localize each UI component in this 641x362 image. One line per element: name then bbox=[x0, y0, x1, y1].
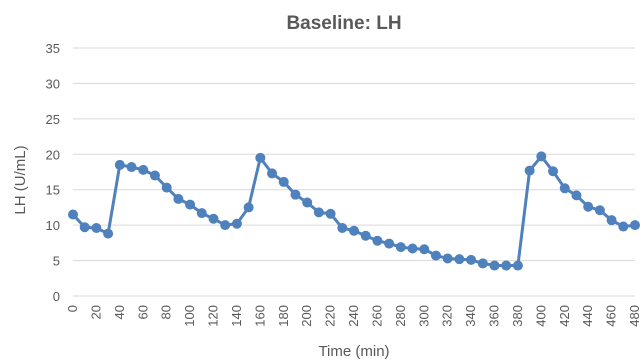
y-tick-label: 30 bbox=[46, 76, 60, 91]
x-tick-label: 340 bbox=[463, 305, 478, 327]
data-point bbox=[618, 221, 629, 232]
data-point bbox=[630, 220, 640, 231]
data-point bbox=[255, 152, 266, 163]
data-point bbox=[173, 193, 184, 204]
data-point bbox=[501, 260, 512, 271]
data-point bbox=[68, 209, 78, 220]
data-point bbox=[313, 207, 324, 218]
x-tick-label: 180 bbox=[276, 305, 291, 327]
y-tick-label: 0 bbox=[53, 289, 60, 304]
data-point bbox=[278, 176, 289, 187]
data-point bbox=[430, 250, 441, 261]
data-point bbox=[161, 182, 172, 193]
data-point bbox=[290, 189, 301, 200]
y-tick-label: 15 bbox=[46, 183, 60, 198]
x-tick-label: 40 bbox=[112, 305, 127, 319]
x-axis-label: Time (min) bbox=[318, 343, 389, 360]
data-point bbox=[594, 205, 605, 216]
x-tick-label: 80 bbox=[159, 305, 174, 319]
data-point bbox=[208, 213, 219, 224]
x-tick-label: 260 bbox=[369, 305, 384, 327]
y-tick-label: 10 bbox=[46, 218, 60, 233]
data-point bbox=[91, 222, 102, 233]
data-point bbox=[103, 228, 114, 239]
data-point bbox=[419, 244, 430, 255]
x-tick-label: 140 bbox=[229, 305, 244, 327]
data-point bbox=[548, 166, 559, 177]
data-point bbox=[220, 220, 231, 231]
x-tick-label: 220 bbox=[323, 305, 338, 327]
data-point bbox=[243, 202, 254, 213]
data-point bbox=[384, 238, 395, 249]
data-point bbox=[372, 235, 383, 246]
x-tick-label: 440 bbox=[580, 305, 595, 327]
data-point bbox=[360, 230, 371, 241]
data-point bbox=[442, 253, 453, 264]
y-axis-label: LH (U/mL) bbox=[12, 145, 29, 214]
x-tick-label: 420 bbox=[557, 305, 572, 327]
x-tick-label: 20 bbox=[88, 305, 103, 319]
data-point bbox=[149, 170, 160, 181]
x-axis-tick-labels: 0 20 40 60 80 100 120 140 160 180 200 220 240 260 280 3… bbox=[65, 305, 641, 327]
y-axis-tick-labels: 0 5 10 15 20 25 30 35 bbox=[46, 41, 60, 304]
data-point bbox=[138, 164, 149, 175]
data-point bbox=[185, 199, 196, 210]
chart-title: Baseline: LH bbox=[286, 13, 401, 34]
data-point bbox=[489, 260, 500, 271]
data-point bbox=[536, 151, 547, 162]
data-point bbox=[524, 165, 535, 176]
data-point bbox=[477, 258, 488, 269]
data-point bbox=[466, 254, 477, 265]
x-tick-label: 160 bbox=[252, 305, 267, 327]
y-tick-label: 25 bbox=[46, 112, 60, 127]
x-tick-label: 120 bbox=[206, 305, 221, 327]
x-tick-label: 280 bbox=[393, 305, 408, 327]
data-point bbox=[267, 168, 278, 179]
data-point bbox=[395, 242, 406, 253]
x-tick-label: 240 bbox=[346, 305, 361, 327]
data-point bbox=[325, 208, 336, 219]
data-point bbox=[454, 254, 465, 265]
data-point bbox=[583, 201, 594, 212]
x-tick-label: 200 bbox=[299, 305, 314, 327]
data-point bbox=[126, 162, 137, 173]
x-tick-label: 380 bbox=[510, 305, 525, 327]
x-tick-label: 480 bbox=[627, 305, 641, 327]
data-point bbox=[337, 222, 348, 233]
x-tick-label: 300 bbox=[416, 305, 431, 327]
x-tick-label: 400 bbox=[533, 305, 548, 327]
x-tick-label: 320 bbox=[440, 305, 455, 327]
data-point bbox=[571, 190, 582, 201]
data-point bbox=[231, 218, 242, 229]
x-tick-label: 460 bbox=[604, 305, 619, 327]
x-tick-label: 100 bbox=[182, 305, 197, 327]
series-lh bbox=[68, 151, 640, 271]
data-point bbox=[196, 208, 207, 219]
data-point bbox=[407, 243, 418, 254]
data-point bbox=[349, 225, 359, 236]
data-point bbox=[559, 183, 570, 194]
data-point bbox=[79, 222, 90, 233]
y-tick-label: 20 bbox=[46, 147, 60, 162]
y-tick-label: 5 bbox=[53, 254, 60, 269]
x-tick-label: 0 bbox=[65, 305, 80, 312]
x-tick-label: 60 bbox=[135, 305, 150, 319]
data-point bbox=[114, 159, 125, 170]
data-point bbox=[606, 215, 617, 226]
data-point bbox=[512, 260, 523, 271]
data-point bbox=[302, 197, 313, 208]
y-tick-label: 35 bbox=[46, 41, 60, 56]
x-tick-label: 360 bbox=[487, 305, 502, 327]
